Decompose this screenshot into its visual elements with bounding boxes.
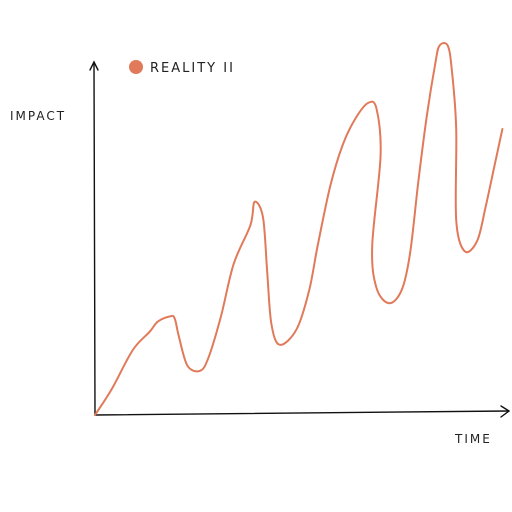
legend-label-series-1: REALITY II bbox=[150, 61, 235, 76]
x-axis-title: TIME bbox=[454, 432, 492, 446]
legend-marker-series-1 bbox=[129, 60, 143, 74]
x-axis-arrowhead bbox=[500, 405, 511, 418]
y-axis-arrowhead bbox=[89, 60, 99, 71]
axes bbox=[89, 60, 511, 418]
series-line-reality-ii bbox=[94, 42, 504, 416]
y-axis-line bbox=[93, 62, 96, 416]
x-axis-line bbox=[94, 410, 509, 416]
series-points bbox=[93, 44, 504, 417]
legend: REALITY II bbox=[129, 60, 235, 76]
y-axis-title: IMPACT bbox=[10, 109, 66, 123]
